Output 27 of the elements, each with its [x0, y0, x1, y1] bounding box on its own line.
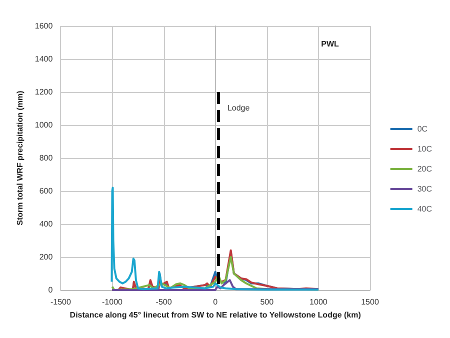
y-tick-label: 0 [48, 286, 54, 294]
legend-label: 20C [417, 164, 432, 174]
x-tick-label: 0 [213, 298, 218, 306]
x-tick-label: 1000 [310, 298, 328, 306]
x-tick-label: -500 [156, 298, 172, 306]
y-axis-title: Storm total WRF precipitation (mm) [16, 90, 24, 226]
line-series [111, 279, 320, 291]
y-tick-label: 200 [39, 252, 54, 262]
y-tick-label: 1200 [34, 88, 54, 96]
y-tick-label: 600 [39, 186, 54, 196]
x-tick-label: 1500 [361, 298, 380, 306]
legend-label: 0C [417, 124, 428, 134]
legend-label: 10C [417, 144, 432, 154]
annotation: PWL [321, 40, 339, 48]
y-tick-label: 800 [39, 154, 54, 162]
y-tick-label: 1000 [34, 120, 54, 130]
y-tick-label: 400 [39, 220, 54, 228]
line-series [110, 186, 320, 291]
y-tick-label: 1600 [34, 22, 54, 30]
x-tick-label: 500 [260, 298, 274, 306]
series-label: Lodge [227, 104, 250, 112]
y-tick-label: 1400 [34, 54, 54, 64]
x-tick-label: -1500 [50, 298, 72, 306]
legend-label: 40C [417, 204, 432, 214]
x-tick-label: -1000 [102, 298, 124, 306]
legend-label: 30C [417, 184, 432, 194]
x-axis-title: Distance along 45° linecut from SW to NE relative to Yellowstone Lodge (km) [70, 310, 362, 320]
